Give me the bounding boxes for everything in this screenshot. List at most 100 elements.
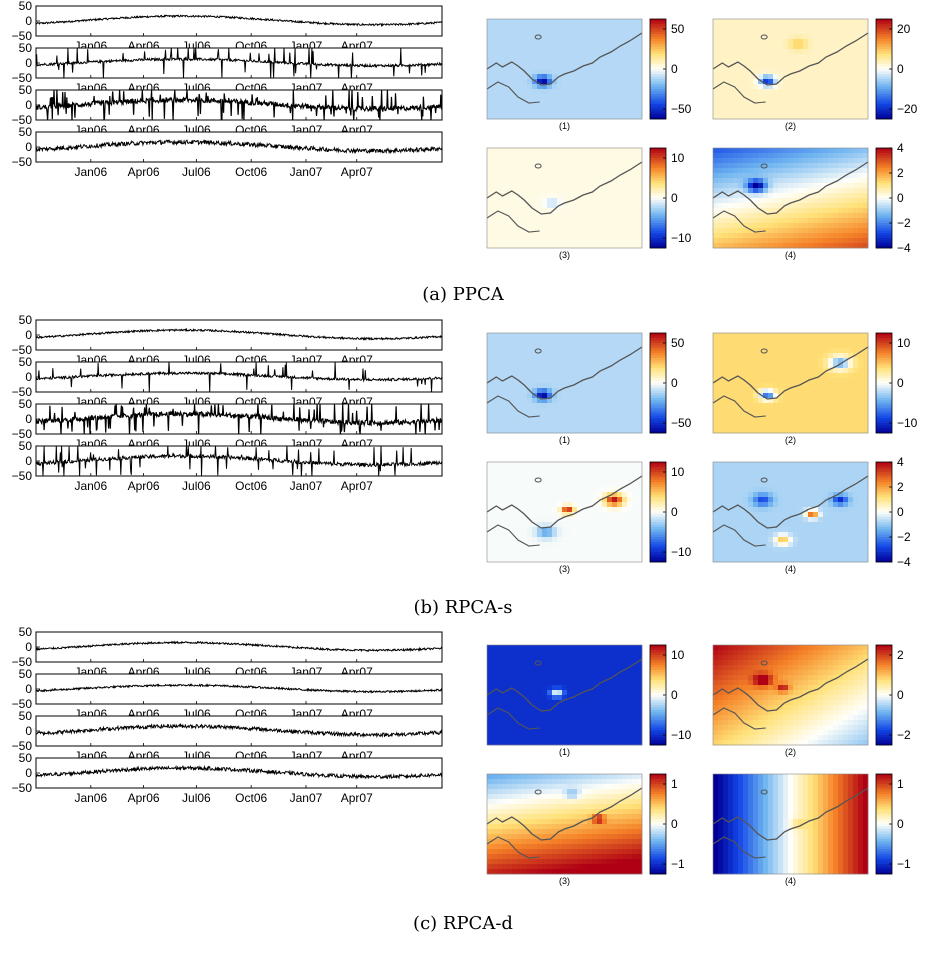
map-cell [783,348,789,354]
map-cell [552,343,558,349]
map-cell [622,333,628,339]
map-cell [813,228,819,234]
colorbar-cell [650,494,666,498]
map-cell [833,29,839,35]
map-cell [833,148,839,154]
colorbar-cell [650,489,666,493]
map-cell [748,243,754,249]
map-cell [537,168,543,174]
map-cell [502,79,508,85]
map-cell [527,557,533,563]
map-cell [622,522,628,528]
map-cell [843,203,849,209]
map-cell [577,403,583,409]
map-cell [512,178,518,184]
map-cell [738,49,744,55]
map-cell [587,109,593,115]
map-cell [778,188,784,194]
map-cell [492,94,498,100]
map-cell [733,512,739,518]
map-cell [542,163,548,169]
map-cell [863,233,869,239]
map-cell [788,24,794,30]
map-cell [773,59,779,65]
map-cell [517,158,523,164]
map-cell [743,84,749,90]
map-cell [838,358,844,364]
map-cell [512,338,518,344]
map-cell [748,89,754,95]
map-cell [572,188,578,194]
map-cell [758,69,764,75]
map-cell [728,208,734,214]
map-cell [517,94,523,100]
map-cell [718,89,724,95]
map-cell [522,532,528,538]
map-cell [572,183,578,189]
map-cell [537,104,543,110]
map-cell [602,413,608,419]
map-cell [863,188,869,194]
map-cell [532,477,538,483]
map-cell [582,398,588,404]
map-cell [582,358,588,364]
map-cell [632,39,638,45]
map-cell [823,29,829,35]
map-cell [813,203,819,209]
map-cell [788,44,794,50]
map-cell [783,34,789,40]
map-cell [542,517,548,523]
map-cell [522,502,528,508]
map-cell [748,223,754,229]
map-cell [758,233,764,239]
map-cell [853,338,859,344]
map-cell [622,353,628,359]
map-cell [517,168,523,174]
map-cell [517,423,523,429]
map-cell [517,348,523,354]
map-cell [632,49,638,55]
map-cell [728,527,734,533]
map-cell [547,223,553,229]
map-cell [537,477,543,483]
colorbar-cell [876,198,892,201]
map-cell [537,44,543,50]
x-tick-label: Jan07 [290,165,323,179]
map-cell [803,333,809,339]
map-cell [733,497,739,503]
map-cell [582,49,588,55]
map-cell [813,198,819,204]
map-cell [833,74,839,80]
colorbar-cell [876,61,892,65]
map-cell [753,158,759,164]
map-cell [517,532,523,538]
map-cell [783,44,789,50]
map-cell [758,193,764,199]
map-cell [517,373,523,379]
map-cell [622,413,628,419]
map-cell [492,168,498,174]
map-cell [853,343,859,349]
map-cell [788,168,794,174]
map-cell [542,49,548,55]
map-cell [587,79,593,85]
map-cell [597,542,603,548]
map-cell [853,373,859,379]
map-cell [723,49,729,55]
map-cell [728,163,734,169]
map-cell [592,213,598,219]
map-cell [753,343,759,349]
colorbar-cell [650,539,666,543]
map-cell [607,173,613,179]
map-cell [497,29,503,35]
map-cell [562,223,568,229]
colorbar-cell [650,180,666,184]
map-cell [552,497,558,503]
map-cell [637,208,643,214]
map-cell [572,497,578,503]
map-cell [577,383,583,389]
map-cell [592,233,598,239]
map-cell [582,34,588,40]
map-cell [713,44,719,50]
